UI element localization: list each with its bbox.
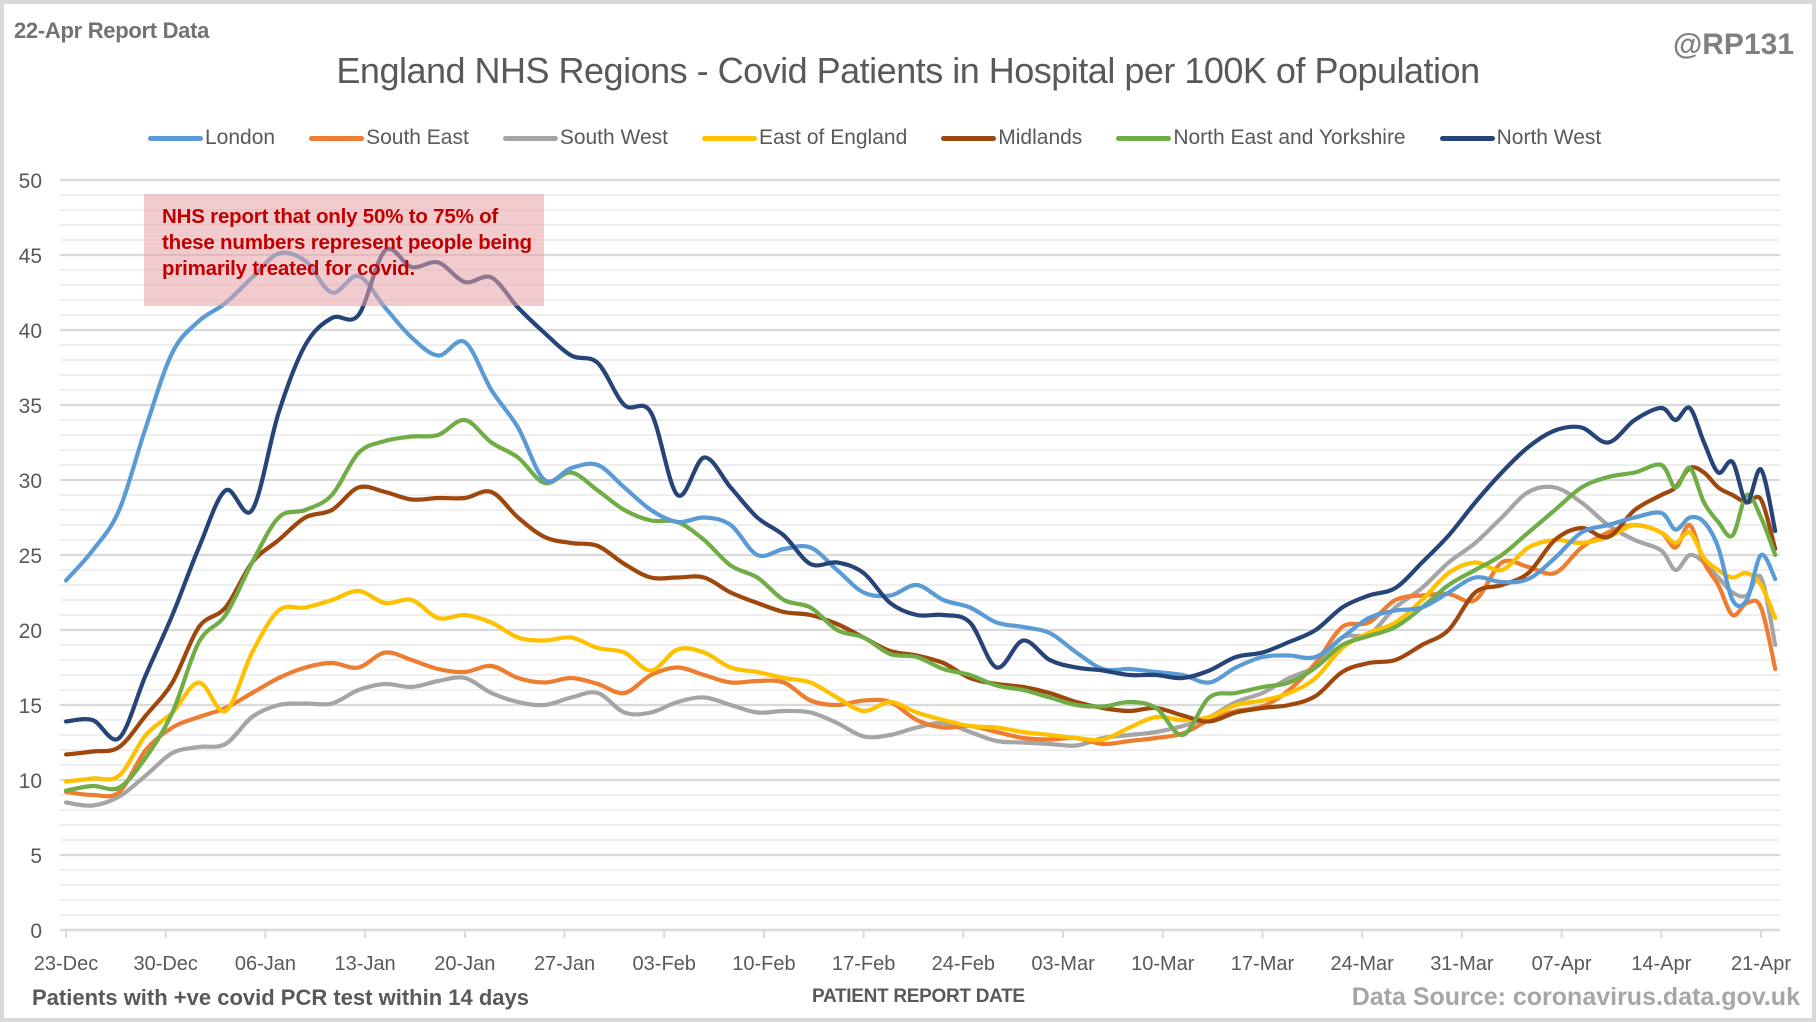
annotation-box — [144, 194, 544, 306]
legend-swatch — [502, 135, 558, 141]
x-tick-label: 10-Mar — [1131, 953, 1195, 975]
x-tick-label: 17-Feb — [832, 953, 895, 975]
legend-label: North East and Yorkshire — [1173, 126, 1406, 149]
series-line-east-of-england — [63, 522, 1778, 784]
x-tick-label: 07-Apr — [1532, 953, 1592, 975]
x-axis: 23-Dec 30-Dec 06-Jan 13-Jan 20-Jan 27-Jan 03-F… — [34, 928, 1791, 975]
legend-label: Midlands — [998, 126, 1083, 149]
series-line-london — [63, 250, 1778, 685]
legend-label: East of England — [758, 126, 908, 149]
author-handle: @RP131 — [1673, 28, 1794, 61]
legend-item-south-east: South East — [309, 126, 469, 150]
x-tick-label: 13-Jan — [335, 953, 396, 975]
series-lines — [63, 246, 1778, 808]
legend-item-north-west: North West — [1439, 126, 1602, 150]
x-tick-label: 27-Jan — [534, 953, 595, 975]
x-tick-label: 24-Feb — [932, 953, 995, 975]
x-tick-label: 23-Dec — [34, 953, 98, 975]
footnote-test-definition: Patients with +ve covid PCR test within … — [32, 985, 529, 1010]
series-line-north-east-and-yorkshire — [63, 417, 1778, 793]
x-tick-label: 24-Mar — [1330, 953, 1394, 975]
y-tick-label: 45 — [19, 245, 42, 268]
legend-item-south-west: South West — [502, 126, 668, 150]
y-tick-label: 40 — [19, 320, 42, 343]
legend-label: London — [205, 126, 276, 149]
x-axis-title: PATIENT REPORT DATE — [812, 986, 1025, 1007]
x-tick-label: 31-Mar — [1430, 953, 1494, 975]
report-date-label: 22-Apr Report Data — [14, 18, 210, 43]
y-tick-label: 50 — [19, 170, 42, 193]
legend-swatch — [701, 135, 757, 141]
x-tick-label: 03-Feb — [633, 953, 696, 975]
y-axis-ticks: 0 5 10 15 20 25 30 35 40 45 50 — [19, 170, 42, 943]
x-tick-label: 10-Feb — [732, 953, 795, 975]
y-tick-label: 10 — [19, 770, 42, 793]
y-tick-label: 20 — [19, 620, 42, 643]
x-tick-label: 20-Jan — [434, 953, 495, 975]
x-tick-label: 30-Dec — [133, 953, 197, 975]
chart-legend: London South East South West East of Englan… — [148, 126, 1635, 150]
x-tick-label: 21-Apr — [1731, 953, 1791, 975]
legend-swatch — [1116, 135, 1172, 141]
y-tick-label: 5 — [30, 845, 42, 868]
x-tick-label: 17-Mar — [1231, 953, 1295, 975]
legend-swatch — [148, 135, 203, 141]
legend-item-midlands: Midlands — [941, 126, 1082, 150]
y-tick-label: 15 — [19, 695, 42, 718]
x-tick-label: 06-Jan — [235, 953, 296, 975]
y-tick-label: 0 — [30, 920, 42, 943]
annotation-text: NHS report that only 50% to 75% of these… — [162, 205, 532, 280]
legend-label: South West — [559, 126, 668, 149]
legend-swatch — [1439, 135, 1495, 141]
y-tick-label: 35 — [19, 395, 42, 418]
data-source: Data Source: coronavirus.data.gov.uk — [1351, 983, 1800, 1011]
y-tick-label: 30 — [19, 470, 42, 493]
legend-item-london: London — [148, 126, 275, 150]
chart-title: England NHS Regions - Covid Patients in … — [336, 50, 1480, 91]
series-line-north-west — [63, 246, 1778, 742]
series-line-south-west — [63, 484, 1778, 808]
series-line-midlands — [63, 465, 1778, 757]
legend-label: North West — [1496, 126, 1602, 149]
x-tick-label: 14-Apr — [1631, 953, 1691, 975]
y-tick-label: 25 — [19, 545, 42, 568]
x-tick-label: 03-Mar — [1031, 953, 1095, 975]
legend-item-north-east-and-yorkshire: North East and Yorkshire — [1116, 126, 1406, 150]
legend-item-east-of-england: East of England — [701, 126, 908, 150]
legend-swatch — [941, 135, 997, 141]
legend-label: South East — [366, 126, 469, 149]
legend-swatch — [309, 135, 365, 141]
